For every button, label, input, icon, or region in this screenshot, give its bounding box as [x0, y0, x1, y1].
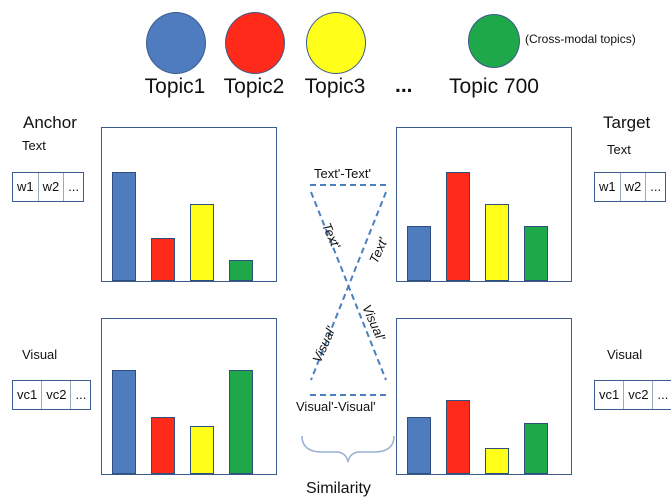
anchor-visual-tokens: vc1 vc2 ...: [12, 380, 92, 410]
target-text-tokens: w1 w2 ...: [594, 172, 667, 202]
anchor-text-tokens: w1 w2 ...: [12, 172, 85, 202]
histogram-bar-blue: [112, 172, 136, 281]
similarity-label: Similarity: [306, 480, 371, 497]
target-title: Target: [603, 113, 651, 132]
visual-visual-label: Visual'-Visual': [296, 399, 376, 414]
topic3-label: Topic3: [304, 75, 366, 98]
legend-note: (Cross-modal topics): [525, 32, 636, 46]
token: ...: [657, 387, 669, 402]
anchor-title: Anchor: [23, 113, 77, 132]
token: vc2: [624, 381, 654, 409]
target-text-label: Text: [607, 142, 631, 157]
histogram-bar-red: [446, 400, 470, 474]
histogram-bar-yellow: [485, 448, 509, 474]
token: ...: [75, 387, 87, 402]
histogram-bar-green: [524, 423, 548, 474]
token: vc1: [13, 381, 43, 409]
histogram-bar-red: [151, 417, 175, 474]
histogram-bar-green: [229, 370, 253, 474]
token: w1: [13, 173, 39, 201]
similarity-brace: [301, 435, 395, 463]
token: w1: [595, 173, 621, 201]
topic1-circle: [146, 12, 206, 74]
anchor-text-histogram: [101, 127, 277, 282]
anchor-visual-histogram: [101, 318, 277, 475]
histogram-bar-blue: [407, 417, 431, 474]
histogram-bar-yellow: [190, 204, 214, 281]
topic3-circle: [306, 12, 366, 74]
anchor-visual-label: Visual: [22, 347, 58, 362]
histogram-bar-red: [446, 172, 470, 281]
target-visual-histogram: [396, 318, 572, 475]
token: w2: [621, 173, 647, 201]
histogram-bar-blue: [112, 370, 136, 474]
histogram-bar-red: [151, 238, 175, 281]
topic700-circle: [468, 14, 520, 68]
target-text-histogram: [396, 127, 572, 282]
topic2-circle: [225, 12, 285, 74]
cross-line-up: [310, 191, 387, 381]
legend-ellipsis: ...: [395, 74, 413, 97]
topic1-label: Topic1: [144, 75, 206, 98]
token: ...: [650, 179, 662, 194]
histogram-bar-yellow: [485, 204, 509, 281]
text-text-label: Text'-Text': [314, 166, 371, 181]
target-visual-label: Visual: [607, 347, 643, 362]
token: w2: [39, 173, 65, 201]
histogram-bar-yellow: [190, 426, 214, 474]
histogram-bar-green: [229, 260, 253, 281]
histogram-bar-blue: [407, 226, 431, 281]
target-visual-tokens: vc1 vc2 ...: [594, 380, 671, 410]
topic2-label: Topic2: [223, 75, 285, 98]
token: ...: [68, 179, 80, 194]
anchor-text-label: Text: [22, 138, 46, 153]
topic700-label: Topic 700: [449, 75, 539, 98]
token: vc1: [595, 381, 625, 409]
histogram-bar-green: [524, 226, 548, 281]
token: vc2: [42, 381, 72, 409]
